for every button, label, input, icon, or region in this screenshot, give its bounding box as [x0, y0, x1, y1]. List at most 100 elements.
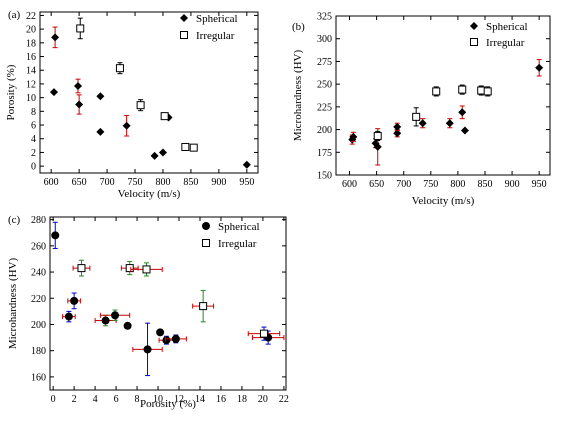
y-axis-label: Microhardness (HV): [7, 257, 19, 349]
data-point: [49, 88, 58, 97]
x-tick-label: 2: [72, 394, 77, 405]
chart-panel-1: 600 650 700 750 800 850 900 950 0 2 4 6 8 10 12 14 16 18 2…: [5, 9, 259, 200]
series-irregular: [76, 17, 198, 152]
y-tick-label: 150: [317, 171, 332, 182]
y-tick-label: 8: [31, 107, 36, 118]
data-point: [445, 119, 454, 128]
x-tick-label: 600: [44, 177, 59, 188]
y-axis-label: Microhardness (HV): [292, 49, 304, 141]
x-tick-label: 4: [93, 394, 98, 405]
panel-label: (b): [292, 21, 305, 33]
x-tick-label: 700: [396, 179, 411, 190]
y-tick-label: 175: [317, 148, 332, 159]
x-tick-label: 14: [195, 394, 205, 405]
x-tick-label: 22: [279, 394, 289, 405]
panel-label: (c): [8, 214, 21, 226]
data-point: [460, 126, 469, 135]
y-tick-label: 325: [317, 12, 332, 23]
x-tick-label: 10: [153, 394, 163, 405]
x-tick-label: 750: [128, 177, 143, 188]
data-point: [373, 142, 382, 151]
x-axis-label: Porosity (%): [140, 398, 196, 410]
x-tick-label: 700: [100, 177, 115, 188]
data-point: [160, 112, 169, 121]
x-tick-label: 950: [532, 179, 547, 190]
data-point: [242, 160, 251, 169]
x-tick-label: 18: [237, 394, 247, 405]
data-point: [136, 101, 145, 110]
y-tick-label: 275: [317, 57, 332, 68]
data-point: [125, 264, 134, 273]
x-tick-label: 650: [369, 179, 384, 190]
data-point: [76, 24, 85, 33]
data-point: [156, 328, 165, 337]
x-axis-label: Velocity (m/s): [118, 188, 181, 200]
y-tick-label: 14: [26, 66, 36, 77]
data-point: [535, 63, 544, 72]
data-point: [143, 345, 152, 354]
data-point: [162, 336, 171, 345]
data-point: [70, 296, 79, 305]
y-tick-label: 200: [317, 125, 332, 136]
y-axis-label: Porosity (%): [5, 64, 17, 120]
data-point: [171, 334, 180, 343]
data-point: [150, 151, 159, 160]
chart-panel-3: 0 2 4 6 8 10 12 14 16 18 20 22 160 180 200 220 240 260 280…: [7, 214, 289, 410]
x-tick-label: 750: [423, 179, 438, 190]
data-point: [477, 86, 486, 95]
plot-frame: [39, 11, 259, 174]
x-tick-label: 16: [216, 394, 226, 405]
y-tick-label: 12: [26, 79, 36, 90]
legend-label: Spherical: [196, 13, 238, 25]
data-point: [77, 264, 86, 273]
legend-entry-irregular: Irregular: [202, 238, 257, 250]
data-point: [96, 127, 105, 136]
y-tick-label: 300: [317, 34, 332, 45]
legend-label: Irregular: [218, 238, 257, 250]
x-axis-label: Velocity (m/s): [412, 195, 475, 207]
data-point: [458, 108, 467, 117]
data-point: [51, 231, 60, 240]
data-point: [349, 132, 358, 141]
y-tick-label: 20: [26, 25, 36, 36]
legend-marker: [180, 31, 188, 39]
data-point: [373, 131, 382, 140]
y-tick-label: 220: [31, 294, 46, 305]
y-tick-label: 2: [31, 148, 36, 159]
y-tick-label: 18: [26, 38, 36, 49]
data-point: [74, 81, 83, 90]
x-tick-label: 6: [114, 394, 119, 405]
x-tick-label: 800: [450, 179, 465, 190]
legend-label: Spherical: [218, 221, 260, 233]
data-point: [75, 100, 84, 109]
legend-marker: [470, 22, 478, 30]
series-irregular: [72, 259, 281, 341]
data-point: [101, 316, 110, 325]
y-tick-label: 160: [31, 372, 46, 383]
x-tick-label: 900: [505, 179, 520, 190]
data-point: [432, 87, 441, 96]
data-point: [418, 119, 427, 128]
chart-panel-2: 600 650 700 750 800 850 900 950 150 175 200 225 250 2…: [292, 12, 551, 207]
x-tick-label: 12: [174, 394, 184, 405]
x-tick-label: 850: [183, 177, 198, 188]
data-point: [51, 33, 60, 42]
data-point: [393, 122, 402, 131]
data-point: [393, 129, 402, 138]
x-tick-label: 0: [51, 394, 56, 405]
data-point: [64, 312, 73, 321]
y-tick-label: 240: [31, 268, 46, 279]
legend-label: Irregular: [196, 30, 235, 42]
x-tick-label: 900: [211, 177, 226, 188]
plot-frame: [335, 15, 551, 176]
y-tick-label: 200: [31, 320, 46, 331]
y-tick-label: 16: [26, 52, 36, 63]
y-tick-label: 180: [31, 346, 46, 357]
x-tick-label: 950: [239, 177, 254, 188]
data-point: [199, 302, 208, 311]
plot-frame: [49, 216, 287, 391]
legend-label: Spherical: [486, 21, 528, 33]
legend-marker: [470, 38, 478, 46]
y-tick-label: 250: [317, 80, 332, 91]
y-tick-label: 225: [317, 102, 332, 113]
